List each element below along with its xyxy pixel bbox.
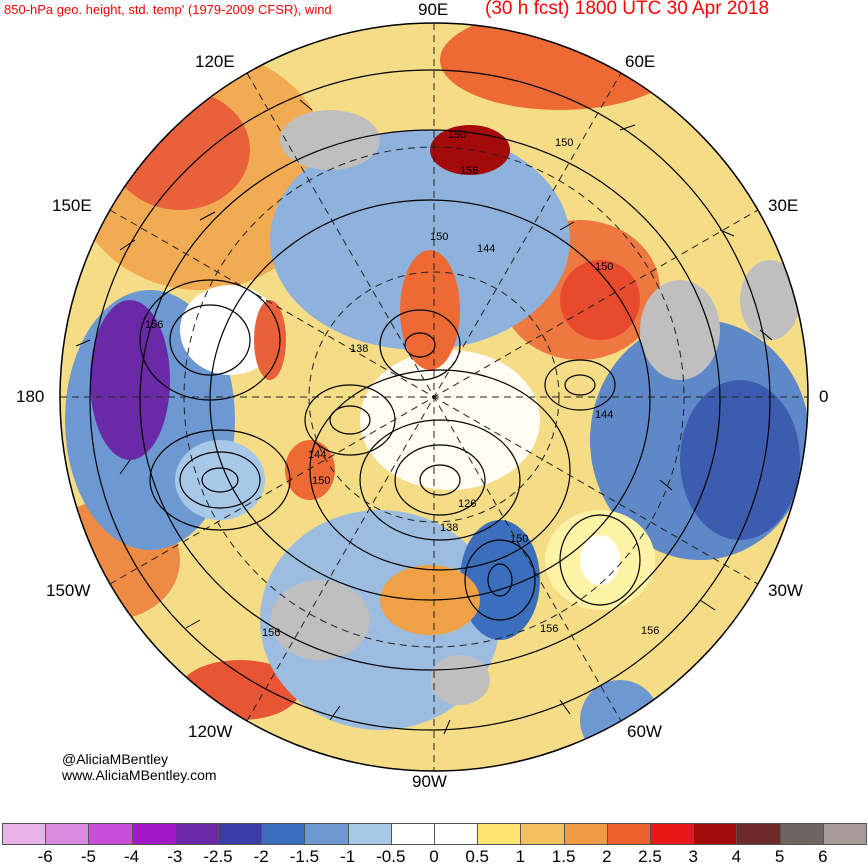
colorbar-swatch xyxy=(131,823,176,845)
lon-label-90w: 90W xyxy=(412,772,447,791)
colorbar-label: 2.5 xyxy=(638,847,662,866)
lon-label-30w: 30W xyxy=(768,581,803,600)
colorbar-swatch xyxy=(693,823,738,845)
colorbar-swatch xyxy=(88,823,133,845)
credit-handle: @AliciaMBentley xyxy=(62,751,169,767)
credit-url: www.AliciaMBentley.com xyxy=(62,767,217,783)
contour-label: 144 xyxy=(308,449,326,461)
lon-label-0: 0 xyxy=(819,387,829,406)
colorbar-swatch xyxy=(2,823,47,845)
colorbar-swatch xyxy=(174,823,219,845)
lon-label-150e: 150E xyxy=(52,196,92,215)
colorbar-swatch xyxy=(736,823,781,845)
colorbar-label: 3 xyxy=(688,847,698,866)
colorbar-swatch xyxy=(261,823,306,845)
colorbar-label: 4 xyxy=(731,847,742,866)
lon-label-30e: 30E xyxy=(768,196,799,215)
contour-label: 150 xyxy=(430,231,448,243)
colorbar-label: -6 xyxy=(37,847,53,866)
colorbar-label: 0 xyxy=(429,847,439,866)
colorbar-swatch xyxy=(304,823,349,845)
colorbar-swatch xyxy=(390,823,435,845)
colorbar-label: -0.5 xyxy=(376,847,406,866)
colorbar-swatch xyxy=(45,823,90,845)
colorbar-label: 1 xyxy=(515,847,526,866)
contour-label: 144 xyxy=(595,409,613,421)
colorbar-label: 1.5 xyxy=(551,847,576,866)
colorbar-swatch xyxy=(650,823,695,845)
lon-label-60e: 60E xyxy=(625,52,656,71)
colorbar-label: 2 xyxy=(602,847,612,866)
colorbar-label: 5 xyxy=(774,847,785,866)
contour-label: 156 xyxy=(262,627,280,639)
lon-label-180: 180 xyxy=(16,387,45,406)
anomaly-field xyxy=(60,23,808,771)
contour-label: 144 xyxy=(477,243,495,255)
lon-label-150w: 150W xyxy=(46,581,91,600)
colorbar-label: -3 xyxy=(167,847,183,866)
colorbar-swatch xyxy=(477,823,522,845)
colorbar-label: -4 xyxy=(124,847,140,866)
contour-label: 156 xyxy=(540,623,558,635)
lon-label-120w: 120W xyxy=(188,722,233,741)
contour-label: 150 xyxy=(448,129,466,141)
forecast-time: (30 h fcst) 1800 UTC 30 Apr 2018 xyxy=(485,0,770,19)
contour-label: 156 xyxy=(460,165,478,177)
chart-title: 850-hPa geo. height, std. temp' (1979-20… xyxy=(4,2,332,17)
contour-label: 150 xyxy=(555,137,573,149)
colorbar-swatch xyxy=(779,823,824,845)
contour-label: 138 xyxy=(440,522,458,534)
colorbar-label: -2 xyxy=(253,847,269,866)
colorbar-swatch xyxy=(822,823,867,845)
contour-label: 126 xyxy=(458,498,476,510)
contour-label: 156 xyxy=(641,625,659,637)
map-border xyxy=(59,22,809,772)
colorbar-label: 6 xyxy=(818,847,828,866)
colorbar-swatch xyxy=(434,823,479,845)
contour-label: 150 xyxy=(312,475,330,487)
colorbar-swatch xyxy=(563,823,608,845)
colorbar-swatch xyxy=(606,823,651,845)
contour-label: 138 xyxy=(350,343,368,355)
contour-label: 150 xyxy=(595,261,613,273)
colorbar-swatch xyxy=(218,823,263,845)
lon-label-60w: 60W xyxy=(627,722,662,741)
colorbar-label: 0.5 xyxy=(465,847,489,866)
colorbar-swatch xyxy=(520,823,565,845)
lon-label-120e: 120E xyxy=(195,52,235,71)
colorbar-swatch xyxy=(347,823,392,845)
colorbar-label: -5 xyxy=(80,847,96,866)
colorbar-label: -1 xyxy=(340,847,356,866)
lon-label-90e: 90E xyxy=(418,0,449,19)
colorbar-label: -2.5 xyxy=(203,847,233,866)
contour-label: 150 xyxy=(510,533,528,545)
contour-label: 156 xyxy=(145,319,163,331)
colorbar-label: -1.5 xyxy=(289,847,320,866)
